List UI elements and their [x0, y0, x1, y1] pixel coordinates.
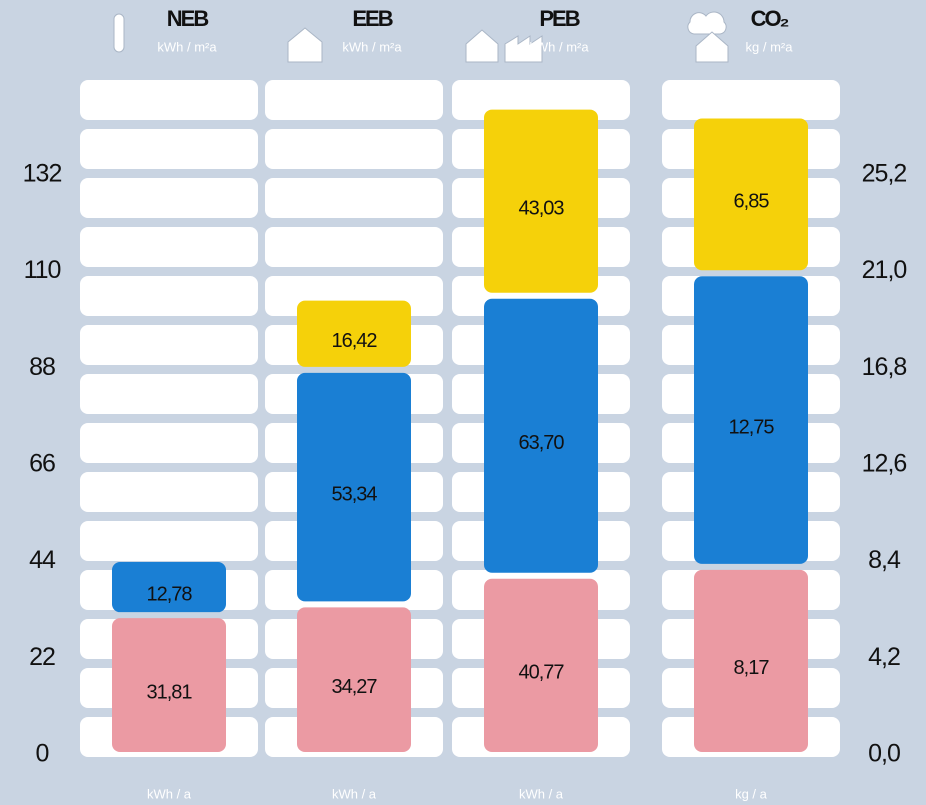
y-tick-label: 44 [29, 546, 56, 574]
value-label: 31,81 [146, 681, 192, 703]
y2-tick-label: 8,4 [868, 546, 901, 574]
row-stripe [80, 423, 258, 463]
footer-unit: kg / a [735, 786, 768, 801]
value-label: 8,17 [734, 657, 770, 679]
y2-tick-label: 16,8 [862, 353, 907, 381]
footer-unit: kWh / a [332, 786, 377, 801]
row-stripe [80, 325, 258, 365]
bar-segment [484, 109, 598, 293]
value-label: 40,77 [518, 662, 564, 684]
column-title: PEB [539, 6, 579, 31]
house-factory-icon [465, 29, 543, 63]
value-label: 53,34 [331, 483, 377, 505]
column-unit: kWh / m²a [157, 39, 217, 54]
y2-tick-label: 4,2 [868, 643, 900, 671]
y2-tick-label: 25,2 [862, 159, 907, 187]
row-stripe [265, 227, 443, 267]
row-stripe [265, 129, 443, 169]
column-unit: kg / m²a [746, 39, 794, 54]
value-label: 16,42 [331, 330, 377, 352]
thermometer-icon [113, 13, 125, 53]
row-stripe [80, 374, 258, 414]
row-stripe [80, 276, 258, 316]
y-tick-label: 132 [23, 159, 62, 187]
row-stripe [265, 178, 443, 218]
row-stripe [662, 80, 840, 120]
bar-segment [484, 298, 598, 573]
row-stripe [80, 178, 258, 218]
bar-segment [297, 607, 411, 752]
column-unit: kWh / m²a [342, 39, 402, 54]
y-tick-label: 110 [24, 256, 61, 284]
value-label: 43,03 [518, 197, 564, 219]
row-stripe [265, 80, 443, 120]
value-label: 34,27 [331, 676, 377, 698]
column-title: NEB [167, 6, 209, 31]
bar-segment [694, 569, 808, 752]
bar-segment [297, 372, 411, 602]
y-tick-label: 88 [29, 353, 55, 381]
footer-unit: kWh / a [519, 786, 564, 801]
bar-segment [484, 578, 598, 752]
y2-tick-label: 21,0 [862, 256, 907, 284]
y-tick-label: 22 [29, 643, 55, 671]
bar-segment [112, 618, 226, 752]
y-tick-label: 66 [29, 449, 55, 477]
column-title: CO₂ [751, 6, 789, 31]
value-label: 12,78 [146, 583, 192, 605]
cloud-icon [687, 11, 727, 35]
house-icon [695, 31, 729, 63]
bar-segment [297, 300, 411, 367]
footer-unit: kWh / a [147, 786, 192, 801]
column-title: EEB [352, 6, 392, 31]
value-label: 12,75 [728, 416, 774, 438]
y-tick-label: 0 [36, 740, 49, 768]
y2-tick-label: 12,6 [862, 449, 907, 477]
bar-segment [694, 118, 808, 271]
value-label: 6,85 [734, 191, 770, 213]
y2-tick-label: 0,0 [868, 740, 900, 768]
row-stripe [80, 80, 258, 120]
row-stripe [80, 521, 258, 561]
row-stripe [80, 472, 258, 512]
column-unit: kWh / m²a [529, 39, 589, 54]
header-icons [113, 11, 729, 63]
bar-segment [112, 561, 226, 613]
value-label: 63,70 [518, 432, 564, 454]
row-stripe [80, 129, 258, 169]
bar-segment [694, 276, 808, 564]
row-stripe [80, 227, 258, 267]
house-icon [287, 27, 323, 63]
